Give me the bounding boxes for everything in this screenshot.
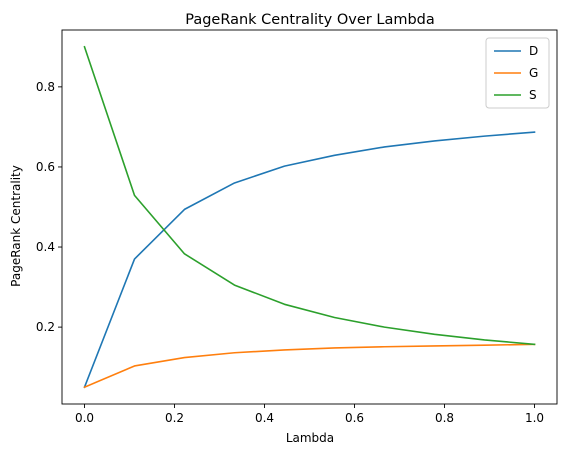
legend-label-g: G: [529, 66, 538, 80]
plot-area: 0.0 0.2 0.4 0.6 0.8 1.0 0.2 0.4 0.6 0.8: [36, 29, 558, 425]
plot-frame: [61, 29, 558, 405]
y-tick-label: 0.6: [36, 160, 55, 174]
series-line-d: [83, 131, 536, 389]
series-line-g: [83, 343, 536, 389]
series-line-s: [83, 45, 536, 346]
x-tick-label: 0.2: [165, 411, 184, 425]
x-tick-label: 0.6: [345, 411, 364, 425]
chart-title: PageRank Centrality Over Lambda: [185, 12, 435, 28]
x-axis-label: Lambda: [286, 431, 334, 445]
y-tick-label: 0.8: [36, 80, 55, 94]
x-tick-label: 1.0: [525, 411, 544, 425]
x-tick-label: 0.0: [75, 411, 94, 425]
legend: DGS: [485, 37, 550, 109]
x-tick-label: 0.4: [255, 411, 274, 425]
y-tick-label: 0.4: [36, 240, 55, 254]
y-axis-label: PageRank Centrality: [9, 165, 23, 287]
y-tick-label: 0.2: [36, 320, 55, 334]
x-tick-label: 0.8: [435, 411, 454, 425]
legend-label-s: S: [529, 88, 537, 102]
legend-label-d: D: [529, 44, 538, 58]
